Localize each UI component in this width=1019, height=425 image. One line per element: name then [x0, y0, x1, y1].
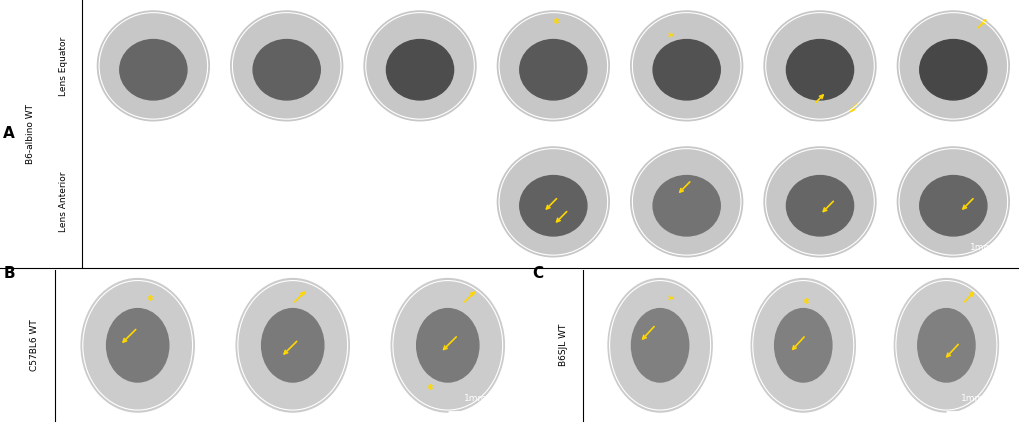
Ellipse shape	[106, 309, 169, 382]
Text: *: *	[146, 295, 153, 307]
Text: 12M: 12M	[495, 141, 519, 151]
Text: 18M: 18M	[629, 5, 652, 15]
Ellipse shape	[261, 309, 324, 382]
Text: 1mm: 1mm	[464, 394, 487, 403]
Text: 24M: 24M	[762, 141, 785, 151]
Ellipse shape	[750, 278, 855, 412]
Text: B6SJL WT: B6SJL WT	[558, 324, 567, 366]
Ellipse shape	[773, 309, 832, 382]
Text: 2M: 2M	[96, 5, 112, 15]
Ellipse shape	[631, 309, 688, 382]
Ellipse shape	[97, 11, 209, 121]
Ellipse shape	[253, 40, 320, 100]
Text: Lens Equator: Lens Equator	[59, 36, 67, 96]
Text: 24M: 24M	[883, 275, 907, 286]
Ellipse shape	[416, 309, 479, 382]
Ellipse shape	[630, 147, 742, 257]
Ellipse shape	[763, 147, 875, 257]
Ellipse shape	[786, 40, 853, 100]
Ellipse shape	[652, 176, 719, 236]
Ellipse shape	[391, 278, 503, 412]
Text: 30M: 30M	[896, 5, 918, 15]
Ellipse shape	[786, 176, 853, 236]
Ellipse shape	[236, 278, 348, 412]
Text: *: *	[667, 295, 674, 307]
Text: A: A	[3, 126, 15, 142]
Ellipse shape	[364, 11, 476, 121]
Text: C: C	[532, 266, 543, 280]
Text: 18M: 18M	[629, 141, 652, 151]
Text: 18M: 18M	[741, 275, 764, 286]
Ellipse shape	[897, 147, 1009, 257]
Ellipse shape	[520, 40, 586, 100]
Text: 1mm: 1mm	[969, 243, 993, 252]
Text: 24M: 24M	[762, 5, 785, 15]
Text: 18M: 18M	[225, 275, 249, 286]
Ellipse shape	[919, 40, 986, 100]
Ellipse shape	[230, 11, 342, 121]
Text: 12M: 12M	[495, 5, 519, 15]
Ellipse shape	[919, 176, 986, 236]
Ellipse shape	[497, 11, 608, 121]
Ellipse shape	[630, 11, 742, 121]
Text: *: *	[552, 17, 558, 30]
Text: 12M: 12M	[598, 275, 621, 286]
Ellipse shape	[497, 147, 608, 257]
Ellipse shape	[520, 176, 586, 236]
Text: B: B	[4, 266, 15, 280]
Ellipse shape	[607, 278, 711, 412]
Ellipse shape	[652, 40, 719, 100]
Ellipse shape	[82, 278, 194, 412]
Ellipse shape	[386, 40, 453, 100]
Text: B6-albino WT: B6-albino WT	[26, 104, 35, 164]
Text: 24M: 24M	[380, 275, 404, 286]
Ellipse shape	[917, 309, 974, 382]
Text: 30M: 30M	[896, 141, 918, 151]
Text: 12M: 12M	[70, 275, 94, 286]
Text: 4M: 4M	[229, 5, 246, 15]
Ellipse shape	[763, 11, 875, 121]
Text: *: *	[667, 31, 674, 44]
Ellipse shape	[897, 11, 1009, 121]
Text: Lens Anterior: Lens Anterior	[59, 172, 67, 232]
Text: 8M: 8M	[363, 5, 379, 15]
Text: C57BL6 WT: C57BL6 WT	[31, 320, 39, 371]
Text: 1mm: 1mm	[960, 394, 983, 403]
Ellipse shape	[119, 40, 186, 100]
Text: *: *	[802, 297, 808, 310]
Ellipse shape	[894, 278, 998, 412]
Text: *: *	[426, 383, 433, 396]
